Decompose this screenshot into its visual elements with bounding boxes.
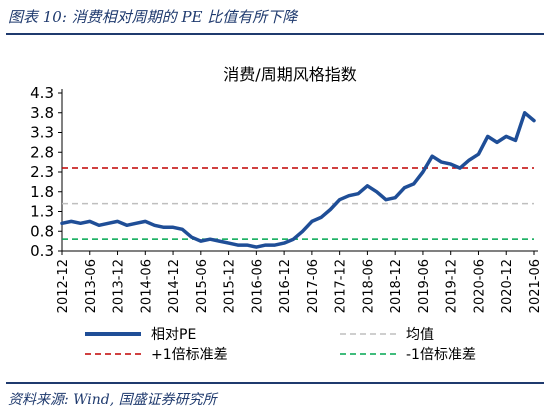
legend-plus-1sd-label: +1倍标准差 xyxy=(151,347,228,363)
source-note: 资料来源: Wind, 国盛证券研究所 xyxy=(8,392,217,408)
legend-minus-1sd-label: -1倍标准差 xyxy=(406,347,476,363)
x-tick-label: 2016-06 xyxy=(250,259,265,313)
x-tick-label: 2020-06 xyxy=(472,259,487,313)
y-tick-label: 4.3 xyxy=(30,84,54,102)
x-tick-label: 2015-06 xyxy=(195,259,210,313)
x-tick-label: 2013-06 xyxy=(84,259,99,313)
x-tick-label: 2015-12 xyxy=(223,259,238,313)
x-tick-label: 2019-06 xyxy=(417,259,432,313)
x-tick-label: 2020-12 xyxy=(500,259,515,313)
x-tick-label: 2018-06 xyxy=(361,259,376,313)
x-tick-label: 2016-12 xyxy=(278,259,293,313)
y-tick-label: 0.3 xyxy=(30,242,54,260)
x-tick-label: 2019-12 xyxy=(445,259,460,313)
x-tick-label: 2013-12 xyxy=(112,259,127,313)
x-tick-label: 2012-12 xyxy=(56,259,71,313)
y-tick-label: 2.8 xyxy=(30,143,54,161)
y-tick-label: 3.3 xyxy=(30,124,54,142)
x-tick-label: 2018-12 xyxy=(389,259,404,313)
chart-title: 消费/周期风格指数 xyxy=(223,65,356,84)
y-tick-label: 1.3 xyxy=(30,203,54,221)
chart: 消费/周期风格指数 4.33.83.32.82.31.81.30.80.3201… xyxy=(30,65,543,363)
y-tick-label: 0.8 xyxy=(30,222,54,240)
legend-mean-label: 均值 xyxy=(406,327,434,343)
figure-title: 图表 10: 消费相对周期的 PE 比值有所下降 xyxy=(8,8,298,26)
x-tick-label: 2017-12 xyxy=(334,259,349,313)
reference-lines xyxy=(62,167,534,240)
source-divider xyxy=(6,382,544,384)
series-line-relative-pe xyxy=(60,111,536,249)
x-tick-label: 2014-06 xyxy=(139,259,154,313)
legend-relative-pe-label: 相对PE xyxy=(151,327,196,343)
y-tick-label: 3.8 xyxy=(30,104,54,122)
title-divider xyxy=(6,33,544,35)
x-tick-label: 2014-12 xyxy=(167,259,182,313)
x-tick-label: 2021-06 xyxy=(528,259,543,313)
legend: 相对PE 均值 +1倍标准差 -1倍标准差 xyxy=(85,327,476,363)
x-tick-label: 2017-06 xyxy=(306,259,321,313)
y-tick-label: 1.8 xyxy=(30,183,54,201)
y-tick-label: 2.3 xyxy=(30,163,54,181)
series-layer xyxy=(60,111,536,249)
